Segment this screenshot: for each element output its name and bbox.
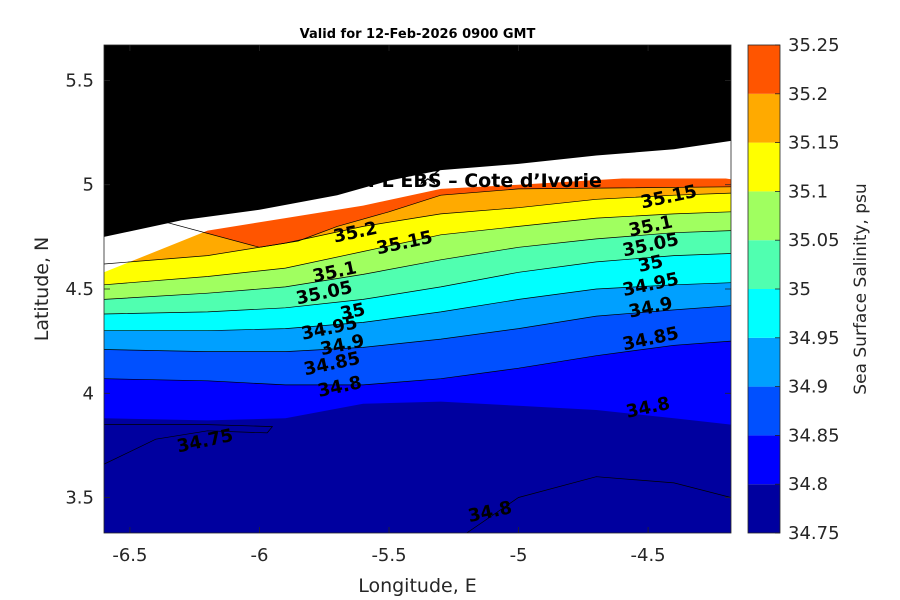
land-mask bbox=[104, 45, 731, 237]
colorbar-swatch-34.95 bbox=[748, 289, 780, 338]
x-axis-label: Longitude, E bbox=[358, 575, 477, 597]
colorbar-tick-label: 34.75 bbox=[788, 523, 840, 544]
contour-line-35.1 bbox=[104, 211, 731, 286]
axes: -6.5 -6 -5.5 -5 -4.5 3.5 4 4.5 5 5.5 bbox=[65, 44, 732, 566]
contour-line-35 bbox=[104, 253, 731, 315]
colorbar-swatch-34.9 bbox=[748, 337, 780, 387]
x-tick-label: -6.5 bbox=[112, 545, 147, 566]
colorbar-swatch-35 bbox=[748, 240, 780, 289]
colorbar-swatch-34.8 bbox=[748, 435, 780, 485]
site-star-marker bbox=[415, 161, 440, 185]
colorbar-tick-label: 35.1 bbox=[788, 181, 828, 202]
colorbar-tick-label: 35 bbox=[788, 279, 811, 300]
contour-label: 35 bbox=[636, 251, 665, 277]
y-axis-label: Latitude, N bbox=[31, 237, 53, 342]
colorbar-label: Sea Surface Salinity, psu bbox=[851, 183, 871, 394]
contour-line-34.95 bbox=[104, 282, 731, 332]
contour-line-35.2 bbox=[104, 186, 731, 248]
colorbar-swatch-35.05 bbox=[748, 191, 780, 241]
colorbar-tick-label: 34.8 bbox=[788, 474, 828, 495]
contour-label: 35 bbox=[338, 299, 367, 325]
colorbar-tick-label: 35.2 bbox=[788, 84, 828, 105]
colorbar-swatch-34.75 bbox=[748, 484, 780, 533]
colorbar-swatch-35.15 bbox=[748, 93, 780, 143]
y-tick-label: 4 bbox=[83, 383, 94, 404]
site-label: A (ONHYM) PPL EBS – Cote d’Ivorie bbox=[228, 170, 602, 192]
colorbar-tick-label: 34.9 bbox=[788, 377, 828, 398]
y-tick-label: 5 bbox=[83, 175, 94, 196]
contour-line-35.15 bbox=[104, 192, 731, 265]
contour-line-35.05 bbox=[104, 230, 731, 300]
y-tick-label: 3.5 bbox=[65, 488, 94, 509]
x-tick-label: -6 bbox=[250, 545, 268, 566]
colorbar-swatch-35.1 bbox=[748, 142, 780, 192]
colorbar: 34.75 34.8 34.85 34.9 34.95 35 35.05 35.1 35.15 3… bbox=[747, 35, 840, 544]
x-tick-label: -5.5 bbox=[371, 545, 406, 566]
colorbar-tick-label: 35.25 bbox=[788, 35, 840, 56]
colorbar-tick-label: 34.95 bbox=[788, 328, 840, 349]
contour-line-34.75 bbox=[104, 424, 274, 465]
y-tick-label: 4.5 bbox=[65, 279, 94, 300]
chart-title: Valid for 12-Feb-2026 0900 GMT bbox=[300, 27, 536, 42]
colorbar-tick-label: 34.85 bbox=[788, 425, 840, 446]
contour-line-34.9 bbox=[104, 305, 731, 352]
contour-line-34.85 bbox=[104, 340, 731, 386]
colorbar-tick-label: 35.05 bbox=[788, 230, 840, 251]
contour-line-34.8-south bbox=[466, 476, 731, 533]
colorbar-swatch-34.85 bbox=[748, 386, 780, 436]
plot-area: 35.235.1535.1535.135.135.0535.05353534.9… bbox=[104, 45, 731, 533]
contour-lines bbox=[104, 186, 731, 533]
x-tick-label: -4.5 bbox=[631, 545, 666, 566]
colorbar-tick-label: 35.15 bbox=[788, 133, 840, 154]
y-tick-label: 5.5 bbox=[65, 70, 94, 91]
x-tick-label: -5 bbox=[510, 545, 528, 566]
colorbar-swatch-35.2 bbox=[748, 45, 780, 94]
